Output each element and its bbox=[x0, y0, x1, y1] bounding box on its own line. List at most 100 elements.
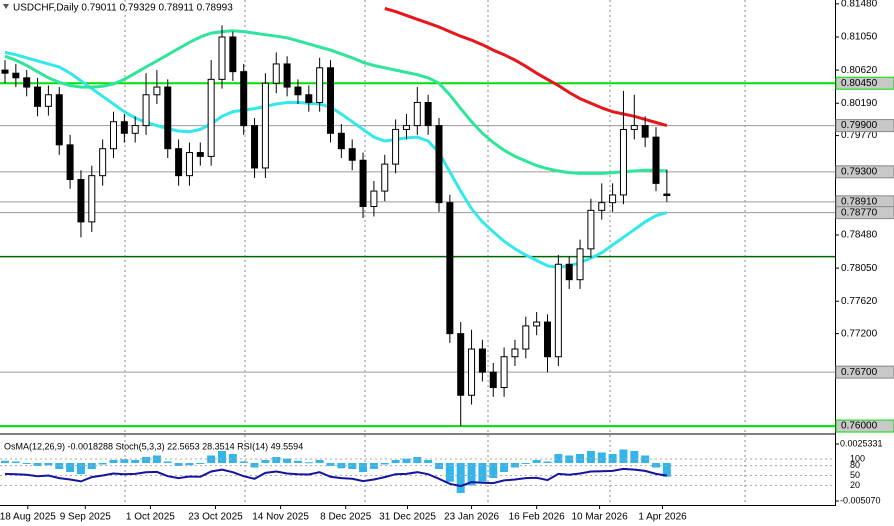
candle-body bbox=[402, 125, 410, 130]
candle-body bbox=[435, 125, 443, 204]
x-tick-label: 1 Oct 2025 bbox=[126, 512, 175, 523]
rsi-tick-label: 20 bbox=[850, 480, 860, 490]
osma-bar bbox=[630, 450, 639, 463]
osma-bar bbox=[662, 462, 671, 477]
osma-bar bbox=[586, 450, 595, 463]
osma-bar bbox=[467, 462, 476, 486]
osma-tick-label: 0.0025331 bbox=[840, 438, 883, 448]
candle-body bbox=[576, 248, 584, 281]
candle-body bbox=[120, 121, 128, 134]
osma-bar bbox=[521, 462, 530, 464]
candle-body bbox=[565, 263, 573, 281]
candle-body bbox=[110, 121, 117, 150]
osma-bar bbox=[131, 459, 140, 463]
candle-body bbox=[457, 333, 465, 396]
candle-body bbox=[630, 125, 638, 130]
candle-body bbox=[522, 325, 530, 350]
level-label: 0.78770 bbox=[841, 207, 878, 218]
candle-body bbox=[261, 82, 269, 169]
osma-bar bbox=[109, 459, 118, 463]
candle-body bbox=[619, 128, 627, 196]
osma-bar bbox=[185, 462, 194, 466]
osma-bar bbox=[391, 459, 400, 463]
level-label: 0.79300 bbox=[841, 166, 878, 177]
vertical-grid bbox=[124, 0, 746, 505]
osma-bar bbox=[250, 462, 259, 468]
candle-body bbox=[652, 136, 660, 184]
candle-body bbox=[587, 209, 595, 250]
osma-bar bbox=[608, 453, 617, 463]
osma-bar bbox=[218, 450, 226, 463]
level-label-box bbox=[835, 365, 894, 379]
candle-body bbox=[142, 94, 150, 127]
x-tick-label: 23 Oct 2025 bbox=[188, 512, 243, 523]
y-tick-label: 0.77620 bbox=[841, 296, 878, 307]
y-tick-label: 0.79770 bbox=[841, 130, 878, 141]
osma-bar bbox=[22, 462, 31, 464]
rsi-tick-label: 50 bbox=[850, 470, 860, 480]
osma-bar bbox=[424, 459, 433, 463]
osma-bar bbox=[489, 462, 498, 478]
x-tick-label: 14 Nov 2025 bbox=[252, 512, 309, 523]
x-tick-label: 10 Mar 2026 bbox=[572, 512, 629, 523]
candle-body bbox=[641, 125, 649, 138]
y-tick-label: 0.78050 bbox=[841, 263, 878, 274]
candle-body bbox=[500, 356, 508, 389]
candle-body bbox=[446, 202, 454, 335]
candle-body bbox=[1, 69, 9, 74]
x-tick-label: 23 Jan 2026 bbox=[444, 512, 499, 523]
candle-body bbox=[381, 163, 389, 192]
candle-body bbox=[609, 194, 617, 204]
level-label-box bbox=[835, 206, 894, 220]
candle-body bbox=[392, 128, 400, 165]
osma-bar bbox=[359, 462, 368, 472]
osma-bar bbox=[33, 462, 42, 466]
candle-body bbox=[196, 152, 204, 157]
chart-title: USDCHF,Daily 0.79011 0.79329 0.78911 0.7… bbox=[13, 3, 233, 14]
collapse-icon bbox=[3, 4, 9, 9]
candle-body bbox=[468, 348, 476, 396]
candle-body bbox=[185, 152, 193, 177]
y-tick-label: 0.78480 bbox=[841, 230, 878, 241]
candle-body bbox=[663, 193, 671, 196]
candle-body bbox=[544, 321, 551, 358]
level-label-box bbox=[835, 76, 894, 90]
level-label-box bbox=[835, 165, 894, 179]
candle-body bbox=[175, 148, 183, 177]
candle-body bbox=[88, 175, 96, 223]
candle-body bbox=[305, 94, 313, 103]
level-label-box bbox=[835, 419, 894, 433]
candle-body bbox=[316, 67, 324, 103]
x-tick-label: 18 Aug 2025 bbox=[0, 512, 56, 523]
candle-body bbox=[413, 101, 421, 127]
osma-bar bbox=[380, 462, 389, 465]
level-label-box bbox=[835, 119, 894, 133]
candle-body bbox=[283, 63, 291, 88]
osma-bar bbox=[98, 462, 107, 465]
rsi-line bbox=[4, 467, 668, 488]
candle-body bbox=[131, 125, 139, 134]
candle-body bbox=[533, 321, 541, 327]
candle-body bbox=[44, 94, 52, 107]
osma-bar bbox=[510, 462, 519, 468]
candle-body bbox=[164, 86, 172, 150]
candle-body bbox=[554, 263, 562, 358]
osma-bar bbox=[44, 462, 53, 466]
osma-bar bbox=[348, 462, 357, 469]
candle-body bbox=[478, 348, 486, 373]
osma-bar bbox=[304, 462, 313, 464]
osma-bar bbox=[402, 458, 411, 463]
candle-body bbox=[598, 202, 606, 211]
candle-body bbox=[337, 132, 345, 150]
y-tick-label: 0.81480 bbox=[841, 0, 878, 9]
osma-bar bbox=[554, 453, 563, 463]
osma-bar bbox=[326, 462, 335, 466]
osma-bar bbox=[163, 461, 172, 463]
x-tick-label: 31 Dec 2025 bbox=[379, 512, 436, 523]
candle-body bbox=[359, 159, 367, 207]
candle-body bbox=[489, 371, 497, 389]
candle-body bbox=[272, 63, 280, 84]
candle-body bbox=[153, 86, 161, 96]
candle-body bbox=[218, 36, 226, 80]
